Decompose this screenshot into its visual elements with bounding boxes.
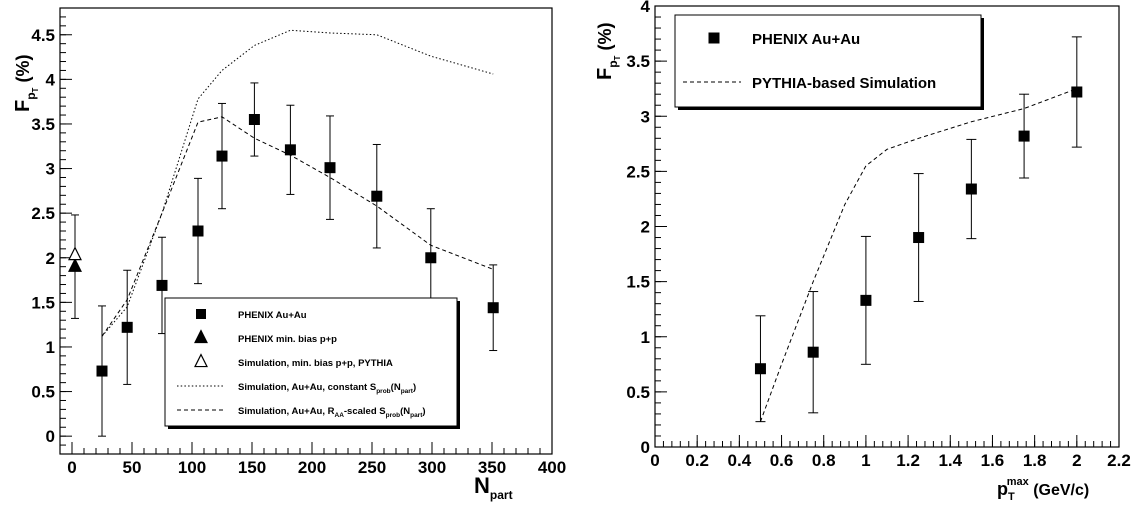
y-tick-label: 2: [641, 218, 650, 237]
y-tick-label: 1: [46, 338, 55, 357]
x-axis-label: Npart: [474, 473, 513, 502]
x-tick-label: 200: [298, 458, 326, 477]
y-tick-label: 0: [46, 427, 55, 446]
x-tick-label: 1: [861, 451, 870, 470]
x-tick-label: 150: [238, 458, 266, 477]
right-panel: 0 0.2 0.4 0.6 0.8 1 1.2 1.4 1.6 1.8 2 2.2 0 0.5 1 1.5 2 2…: [594, 0, 1131, 503]
x-tick-label: 250: [358, 458, 386, 477]
data-point-square: [860, 294, 872, 306]
data-point-square: [248, 114, 260, 125]
y-tick-label: 3: [46, 160, 55, 179]
y-tick-label: 4: [641, 0, 651, 16]
x-tick-label: 100: [178, 458, 206, 477]
x-tick-label: 0: [650, 451, 659, 470]
data-point-square: [913, 232, 925, 244]
data-point-square: [425, 252, 437, 264]
data-point-open-triangle: [68, 246, 82, 261]
y-tick-label: 0.5: [31, 383, 55, 402]
legend-label: Simulation, Au+Au, constant Sprob(Npart): [238, 382, 416, 395]
legend-label: PHENIX Au+Au: [752, 31, 860, 48]
x-tick-label: 0.4: [728, 451, 752, 470]
x-tick-label: 2: [1072, 451, 1081, 470]
y-tick-label: 1.5: [31, 293, 55, 312]
data-point-square: [192, 225, 204, 237]
data-point-square: [284, 144, 296, 156]
x-tick-label: 50: [123, 458, 142, 477]
x-tick-label: 2.2: [1107, 451, 1131, 470]
data-point-square: [708, 32, 720, 44]
x-axis-label: pTmax (GeV/c): [997, 476, 1089, 503]
x-tick-label: 0.8: [812, 451, 836, 470]
legend: [164, 297, 458, 427]
y-tick-label: 3.5: [626, 52, 650, 71]
x-tick-label: 350: [478, 458, 506, 477]
data-point-open-triangle: [194, 353, 208, 368]
legend-label: Simulation, min. bias p+p, PYTHIA: [238, 358, 393, 369]
data-point-square: [324, 162, 336, 174]
y-axis-label: FpT (%): [12, 55, 40, 112]
y-tick-label: 4: [46, 70, 56, 89]
y-tick-label: 1.5: [626, 273, 650, 292]
data-point-square: [807, 346, 819, 358]
x-tick-label: 1.8: [1023, 451, 1047, 470]
data-point-triangle: [194, 329, 208, 344]
y-tick-label: 1: [641, 328, 650, 347]
plot-area: [68, 29, 499, 437]
x-tick-label: 300: [418, 458, 446, 477]
y-tick-label: 3.5: [31, 115, 55, 134]
x-tick-label: 400: [538, 458, 566, 477]
data-point-square: [121, 321, 133, 333]
series-line: [101, 29, 494, 337]
legend: [674, 14, 982, 108]
y-tick-label: 0.5: [626, 383, 650, 402]
y-axis-label: FpT (%): [594, 23, 622, 80]
series-line: [101, 116, 494, 337]
data-point-square: [487, 302, 499, 314]
legend-label: Simulation, Au+Au, RAA-scaled Sprob(Npar…: [238, 406, 426, 419]
legend-label: PYTHIA-based Simulation: [752, 75, 936, 92]
plot-area: [754, 36, 1083, 423]
y-tick-label: 4.5: [31, 26, 55, 45]
x-tick-label: 0.6: [770, 451, 794, 470]
data-point-square: [1071, 86, 1083, 98]
x-tick-label: 0: [67, 458, 76, 477]
x-tick-label: 0.2: [685, 451, 709, 470]
legend-label: PHENIX Au+Au: [238, 310, 307, 321]
y-tick-label: 2.5: [31, 204, 55, 223]
x-tick-label: 1.6: [981, 451, 1005, 470]
data-point-square: [965, 183, 977, 195]
y-tick-label: 2: [46, 249, 55, 268]
data-point-square: [156, 279, 168, 291]
series-line: [759, 88, 1077, 422]
x-tick-label: 1.2: [896, 451, 920, 470]
data-point-square: [754, 363, 766, 375]
y-tick-label: 0: [641, 438, 650, 457]
data-point-square: [196, 309, 206, 319]
data-point-square: [96, 365, 108, 377]
data-point-square: [1018, 130, 1030, 142]
y-tick-label: 3: [641, 107, 650, 126]
legend-label: PHENIX min. bias p+p: [238, 334, 337, 345]
data-point-square: [371, 190, 383, 202]
y-tick-label: 2.5: [626, 162, 650, 181]
data-point-square: [216, 150, 228, 162]
data-point-triangle: [68, 257, 82, 272]
x-tick-label: 1.4: [938, 451, 962, 470]
left-panel: 0 50 100 150 200 250 300 350 400 0 0.5 1 1.5 2 2.5 3 3.5…: [12, 7, 566, 502]
